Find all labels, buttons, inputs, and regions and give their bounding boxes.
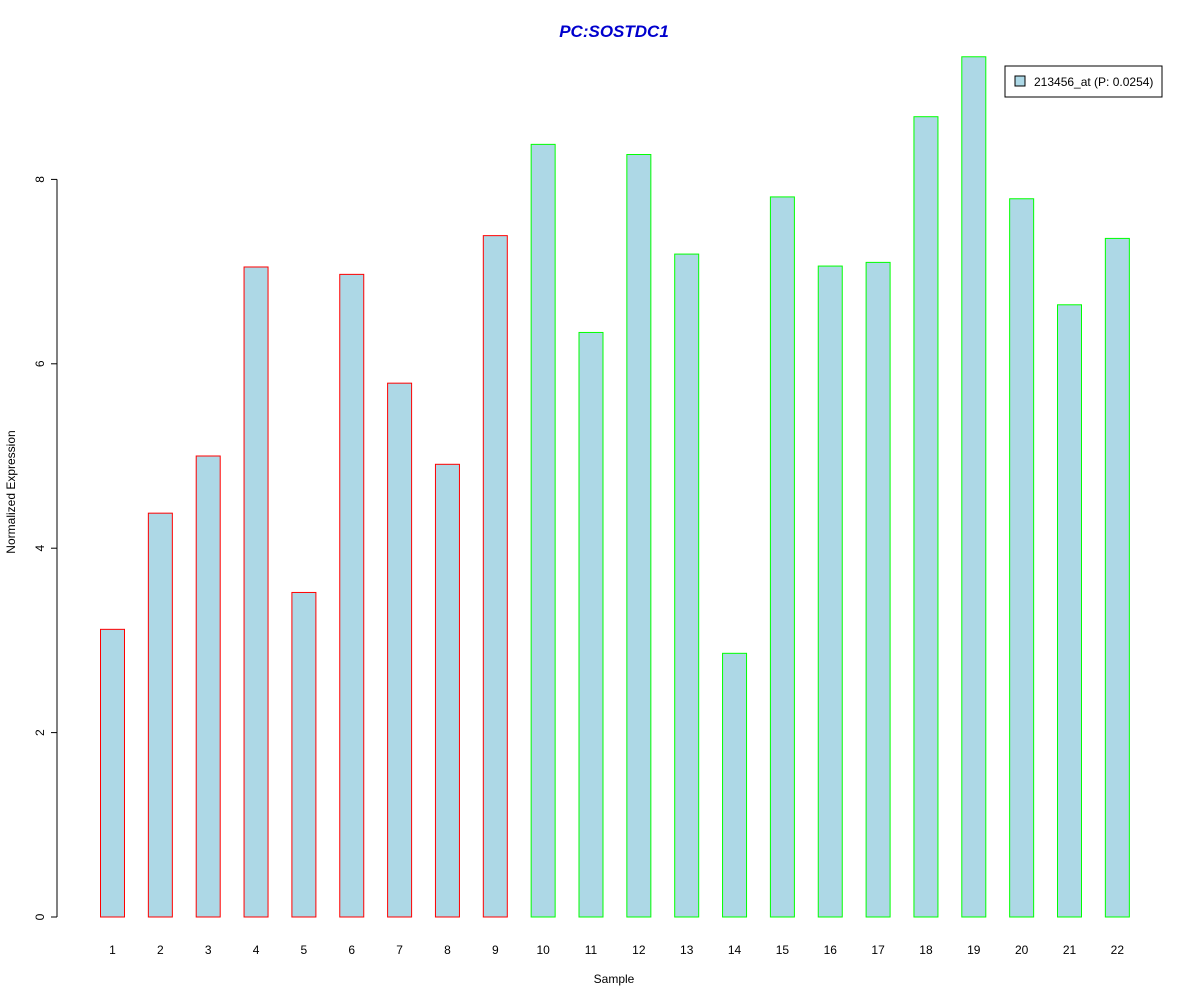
x-tick-label: 20 <box>1015 943 1029 957</box>
x-tick-label: 7 <box>396 943 403 957</box>
bar-11 <box>578 331 604 918</box>
bar-10 <box>530 143 556 918</box>
x-tick-label: 3 <box>205 943 212 957</box>
x-tick-label: 22 <box>1111 943 1125 957</box>
bar-19 <box>961 56 987 918</box>
x-tick-label: 10 <box>536 943 550 957</box>
y-tick-label: 6 <box>33 360 47 367</box>
x-tick-label: 6 <box>348 943 355 957</box>
x-tick-label: 13 <box>680 943 694 957</box>
bar-17 <box>865 261 891 918</box>
bar-12 <box>626 154 652 918</box>
bar-20 <box>1009 198 1035 918</box>
x-tick-label: 17 <box>871 943 885 957</box>
legend-swatch <box>1014 75 1026 87</box>
bar-6 <box>339 273 365 918</box>
bar-15 <box>769 196 795 918</box>
bar-21 <box>1057 304 1082 918</box>
x-tick-label: 1 <box>109 943 116 957</box>
y-tick-label: 8 <box>33 176 47 183</box>
legend-label: 213456_at (P: 0.0254) <box>1034 75 1153 89</box>
bar-2 <box>147 512 173 918</box>
bar-1 <box>100 628 125 918</box>
bar-14 <box>722 652 748 918</box>
bar-5 <box>291 591 317 918</box>
y-axis: 0 2 4 6 8 <box>33 176 58 920</box>
x-tick-label: 15 <box>776 943 790 957</box>
bar-22 <box>1104 237 1130 918</box>
bars <box>100 56 1130 918</box>
x-tick-label: 18 <box>919 943 933 957</box>
legend-box <box>1004 65 1163 98</box>
x-tick-label: 21 <box>1063 943 1077 957</box>
x-tick-label: 19 <box>967 943 981 957</box>
bar-8 <box>434 463 460 918</box>
x-tick-label: 16 <box>824 943 838 957</box>
y-axis-label: Normalized Expression <box>4 430 18 553</box>
chart-title: PC:SOSTDC1 <box>559 22 669 41</box>
y-tick-label: 2 <box>33 729 47 736</box>
x-tick-label: 11 <box>585 943 598 957</box>
bar-4 <box>243 266 269 918</box>
x-tick-label: 14 <box>728 943 742 957</box>
x-axis-ticks: 1 2 3 4 5 6 7 8 9 10 11 12 13 14 15 16 17 18 19 20 21 22 <box>109 943 1124 957</box>
bar-3 <box>195 455 221 918</box>
x-axis-label: Sample <box>594 972 635 986</box>
x-tick-label: 5 <box>301 943 308 957</box>
bar-7 <box>387 382 413 918</box>
x-tick-label: 2 <box>157 943 164 957</box>
y-tick-label: 4 <box>33 545 47 552</box>
x-tick-label: 4 <box>253 943 260 957</box>
bar-9 <box>482 235 508 918</box>
x-tick-label: 9 <box>492 943 499 957</box>
bar-16 <box>817 265 843 918</box>
bar-18 <box>913 116 939 918</box>
x-tick-label: 12 <box>632 943 646 957</box>
legend: 213456_at (P: 0.0254) <box>1004 65 1163 98</box>
x-tick-label: 8 <box>444 943 451 957</box>
y-tick-label: 0 <box>33 913 47 920</box>
bar-13 <box>674 253 700 918</box>
